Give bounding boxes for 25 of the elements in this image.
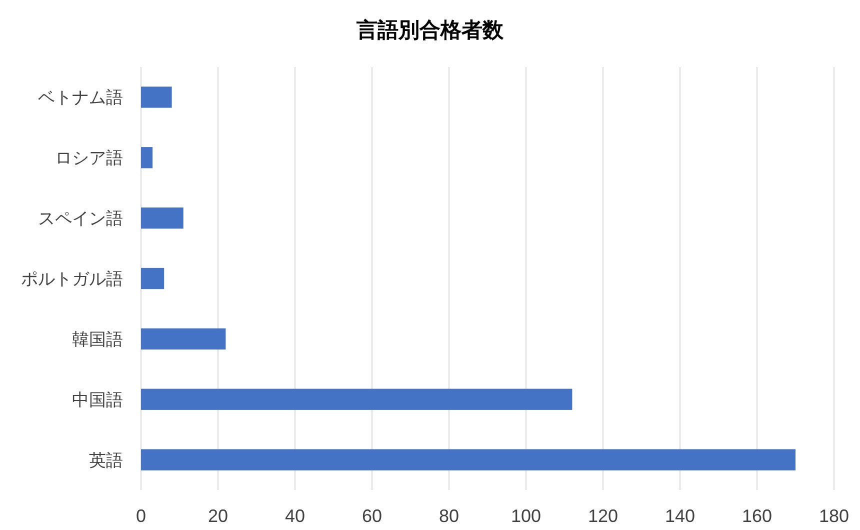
x-tick-label: 40 <box>284 506 306 526</box>
x-tick-label: 160 <box>742 506 772 526</box>
y-tick-label: ポルトガル語 <box>21 270 123 288</box>
bar <box>141 449 796 470</box>
bar <box>141 147 153 168</box>
y-tick-label: 中国語 <box>72 390 123 410</box>
y-tick-label: ロシア語 <box>55 148 123 168</box>
bar <box>141 268 164 290</box>
x-tick-label: 60 <box>362 506 382 526</box>
y-tick-label: ベトナム語 <box>38 88 123 108</box>
bar <box>141 388 572 410</box>
x-tick-label: 120 <box>588 506 618 526</box>
x-tick-label: 180 <box>818 506 850 526</box>
y-tick-label: 英語 <box>89 450 123 470</box>
bar <box>141 86 172 108</box>
y-tick-label: スペイン語 <box>38 209 123 228</box>
y-tick-label: 韓国語 <box>72 330 123 349</box>
x-tick-label: 140 <box>664 506 696 526</box>
chart-title: 言語別合格者数 <box>356 18 504 42</box>
x-tick-label: 20 <box>208 506 228 526</box>
x-tick-label: 80 <box>438 506 460 526</box>
bar <box>141 207 184 229</box>
x-tick-label: 100 <box>510 506 542 526</box>
x-tick-label: 0 <box>136 506 146 526</box>
bar <box>141 328 226 350</box>
